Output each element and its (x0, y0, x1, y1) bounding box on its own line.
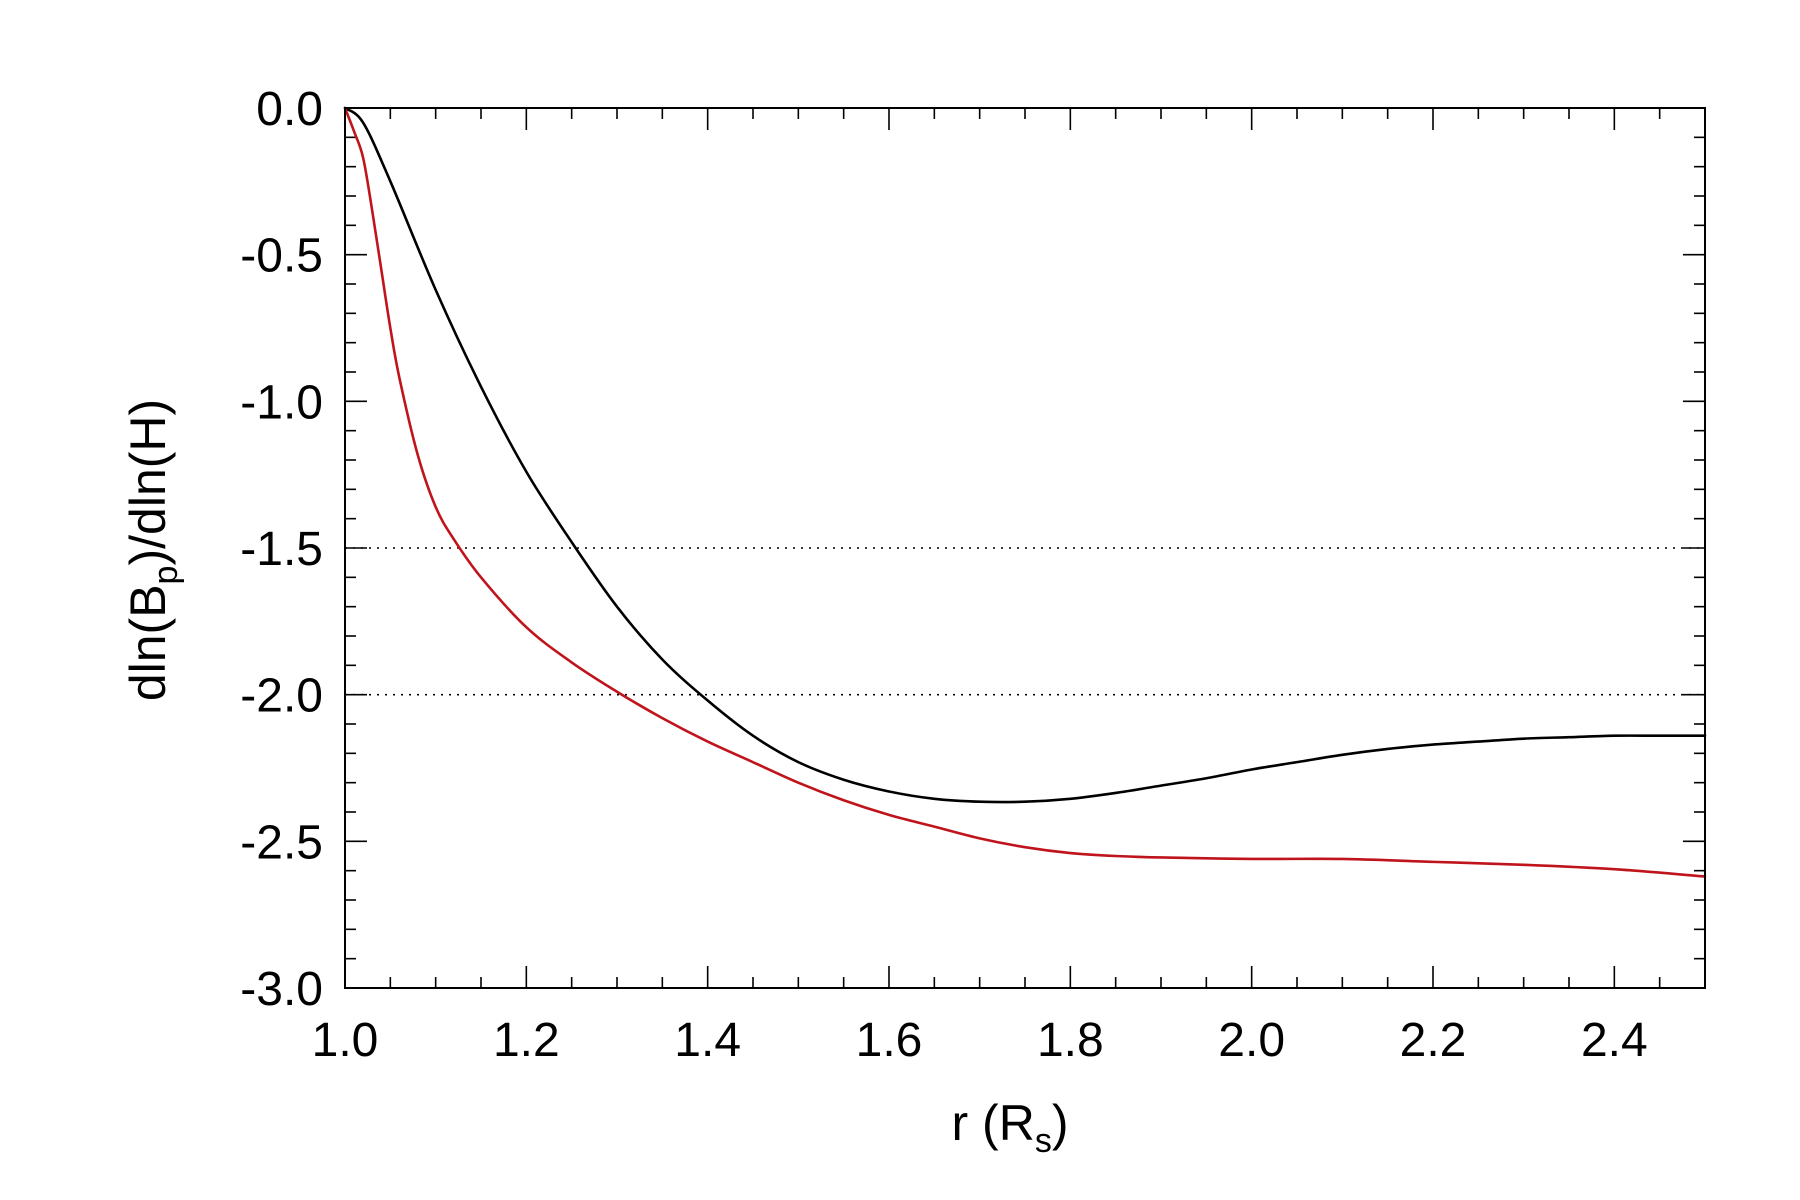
x-tick-label: 1.6 (856, 1014, 923, 1067)
series-line-2 (343, 106, 1707, 878)
x-tick-label: 1.4 (674, 1014, 741, 1067)
y-tick-label: -2.5 (240, 816, 323, 869)
y-tick-labels: 0.0 -0.5 -1.0 -1.5 -2.0 -2.5 -3.0 (240, 83, 323, 1016)
x-tick-label: 1.8 (1037, 1014, 1104, 1067)
x-tick-label: 1.2 (493, 1014, 560, 1067)
y-axis-title: dln(Bp)/dln(H) (120, 399, 185, 701)
x-tick-label: 1.0 (312, 1014, 379, 1067)
y-tick-label: 0.0 (256, 83, 323, 136)
reference-lines (345, 547, 1705, 696)
y-tick-label: -2.0 (240, 670, 323, 723)
y-tick-label: -1.5 (240, 523, 323, 576)
x-tick-label: 2.2 (1400, 1014, 1467, 1067)
x-axis-title: r (Rs) (952, 1095, 1069, 1160)
y-tick-label: -0.5 (240, 230, 323, 283)
x-tick-label: 2.0 (1218, 1014, 1285, 1067)
y-tick-label: -1.0 (240, 376, 323, 429)
data-series (343, 106, 1707, 878)
plot-frame (344, 107, 1706, 989)
y-tick-label: -3.0 (240, 963, 323, 1016)
series-line-1 (343, 106, 1707, 804)
x-tick-label: 2.4 (1581, 1014, 1648, 1067)
x-tick-labels: 1.0 1.2 1.4 1.6 1.8 2.0 2.2 2.4 (312, 1014, 1648, 1067)
